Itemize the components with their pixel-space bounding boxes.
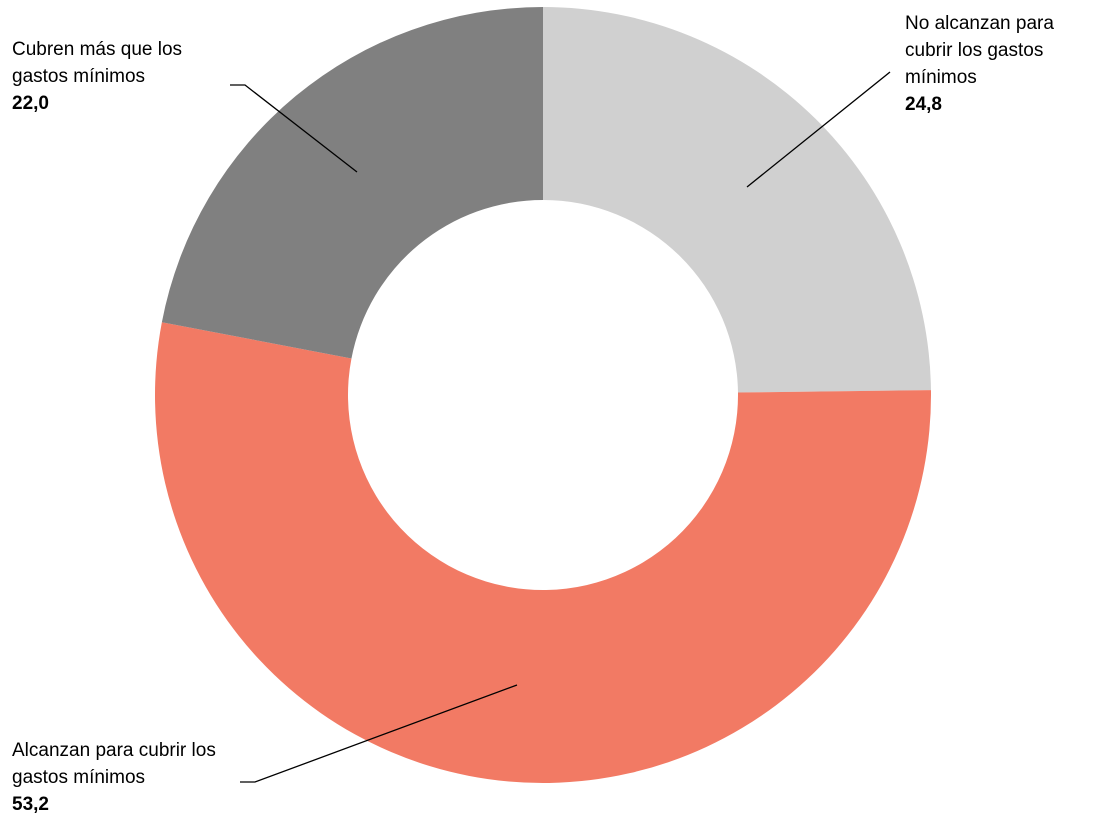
donut-slice	[161, 7, 543, 359]
leader-line	[746, 71, 891, 188]
category-label: No alcanzan para cubrir los gastos mínim…	[905, 13, 1054, 88]
value-label: 24,8	[905, 94, 942, 115]
leader-line	[230, 84, 358, 173]
category-label: Alcanzan para cubrir los gastos mínimos	[12, 740, 216, 788]
slice-label: Cubren más que los gastos mínimos 22,0	[12, 36, 232, 117]
category-label: Cubren más que los gastos mínimos	[12, 39, 183, 87]
slice-label: Alcanzan para cubrir los gastos mínimos 5…	[12, 737, 247, 818]
value-label: 22,0	[12, 93, 49, 114]
value-label: 53,2	[12, 794, 49, 815]
donut-slice	[543, 7, 931, 393]
slice-label: No alcanzan para cubrir los gastos mínim…	[905, 10, 1090, 118]
leader-line	[240, 684, 518, 783]
donut-slice	[155, 322, 931, 784]
